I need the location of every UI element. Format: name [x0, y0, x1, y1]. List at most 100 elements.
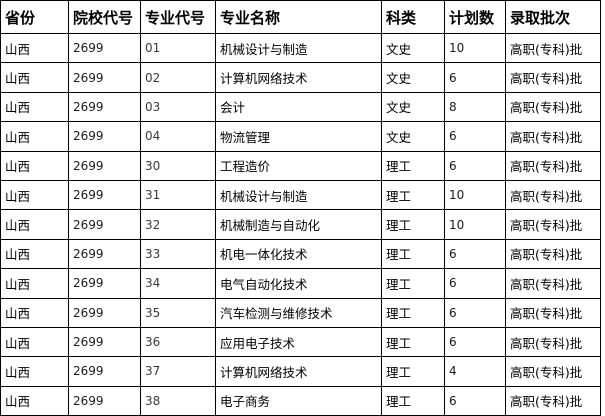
cell-plan-count: 6 — [444, 238, 506, 270]
cell-batch: 高职(专科)批 — [505, 179, 601, 211]
cell-plan-count: 6 — [444, 268, 506, 299]
cell-major-name: 机电一体化技术 — [215, 238, 382, 270]
cell-major-name: 电子商务 — [215, 385, 382, 416]
table-row: 山西 2699 02 计算机网络技术 文史 6 高职(专科)批 — [0, 62, 601, 93]
table-row: 山西 2699 01 机械设计与制造 文史 10 高职(专科)批 — [0, 32, 601, 64]
cell-province: 山西 — [0, 150, 69, 181]
cell-batch: 高职(专科)批 — [505, 385, 601, 416]
cell-batch: 高职(专科)批 — [505, 238, 601, 270]
cell-school-code: 2699 — [68, 32, 141, 64]
cell-plan-count: 10 — [444, 209, 506, 240]
cell-school-code: 2699 — [68, 150, 141, 181]
cell-major-code: 38 — [140, 385, 216, 416]
cell-category: 文史 — [381, 91, 445, 123]
table-row: 山西 2699 04 物流管理 文史 6 高职(专科)批 — [0, 121, 601, 152]
cell-category: 文史 — [381, 32, 445, 64]
table-header: 省份 院校代号 专业代号 专业名称 科类 计划数 录取批次 — [0, 0, 601, 34]
cell-category: 理工 — [381, 150, 445, 181]
cell-category: 文史 — [381, 62, 445, 93]
cell-school-code: 2699 — [68, 356, 141, 387]
cell-school-code: 2699 — [68, 179, 141, 211]
cell-batch: 高职(专科)批 — [505, 32, 601, 64]
cell-batch: 高职(专科)批 — [505, 209, 601, 240]
table-row: 山西 2699 03 会计 文史 8 高职(专科)批 — [0, 91, 601, 123]
cell-category: 理工 — [381, 268, 445, 299]
table-row: 山西 2699 37 计算机网络技术 理工 4 高职(专科)批 — [0, 356, 601, 387]
cell-major-code: 02 — [140, 62, 216, 93]
cell-batch: 高职(专科)批 — [505, 297, 601, 328]
column-header-batch: 录取批次 — [505, 0, 601, 34]
cell-major-code: 32 — [140, 209, 216, 240]
cell-province: 山西 — [0, 326, 69, 358]
cell-major-code: 30 — [140, 150, 216, 181]
cell-batch: 高职(专科)批 — [505, 150, 601, 181]
cell-school-code: 2699 — [68, 91, 141, 123]
cell-plan-count: 6 — [444, 297, 506, 328]
cell-major-code: 34 — [140, 268, 216, 299]
cell-school-code: 2699 — [68, 326, 141, 358]
cell-batch: 高职(专科)批 — [505, 62, 601, 93]
column-header-province: 省份 — [0, 0, 69, 34]
cell-school-code: 2699 — [68, 121, 141, 152]
cell-plan-count: 6 — [444, 326, 506, 358]
cell-major-name: 计算机网络技术 — [215, 62, 382, 93]
cell-batch: 高职(专科)批 — [505, 121, 601, 152]
table-row: 山西 2699 34 电气自动化技术 理工 6 高职(专科)批 — [0, 268, 601, 299]
cell-province: 山西 — [0, 385, 69, 416]
cell-category: 理工 — [381, 326, 445, 358]
cell-plan-count: 6 — [444, 150, 506, 181]
cell-province: 山西 — [0, 238, 69, 270]
table-row: 山西 2699 35 汽车检测与维修技术 理工 6 高职(专科)批 — [0, 297, 601, 328]
cell-major-name: 机械设计与制造 — [215, 179, 382, 211]
column-header-plan-count: 计划数 — [444, 0, 506, 34]
column-header-category: 科类 — [381, 0, 445, 34]
cell-major-name: 汽车检测与维修技术 — [215, 297, 382, 328]
cell-category: 理工 — [381, 385, 445, 416]
cell-category: 理工 — [381, 297, 445, 328]
cell-plan-count: 4 — [444, 356, 506, 387]
table-body: 山西 2699 01 机械设计与制造 文史 10 高职(专科)批 山西 2699 02 计算机网络技… — [0, 32, 601, 416]
cell-batch: 高职(专科)批 — [505, 268, 601, 299]
cell-province: 山西 — [0, 62, 69, 93]
cell-plan-count: 6 — [444, 385, 506, 416]
table-row: 山西 2699 30 工程造价 理工 6 高职(专科)批 — [0, 150, 601, 181]
cell-plan-count: 6 — [444, 62, 506, 93]
cell-major-name: 物流管理 — [215, 121, 382, 152]
cell-school-code: 2699 — [68, 297, 141, 328]
table-row: 山西 2699 36 应用电子技术 理工 6 高职(专科)批 — [0, 326, 601, 358]
cell-batch: 高职(专科)批 — [505, 326, 601, 358]
cell-plan-count: 10 — [444, 32, 506, 64]
cell-school-code: 2699 — [68, 62, 141, 93]
cell-category: 文史 — [381, 121, 445, 152]
cell-plan-count: 6 — [444, 121, 506, 152]
cell-major-code: 33 — [140, 238, 216, 270]
cell-major-name: 电气自动化技术 — [215, 268, 382, 299]
table-row: 山西 2699 31 机械设计与制造 理工 10 高职(专科)批 — [0, 179, 601, 211]
cell-major-name: 机械设计与制造 — [215, 32, 382, 64]
cell-major-name: 会计 — [215, 91, 382, 123]
table-row: 山西 2699 33 机电一体化技术 理工 6 高职(专科)批 — [0, 238, 601, 270]
cell-major-name: 工程造价 — [215, 150, 382, 181]
cell-province: 山西 — [0, 179, 69, 211]
table-header-row: 省份 院校代号 专业代号 专业名称 科类 计划数 录取批次 — [0, 0, 601, 34]
cell-major-code: 37 — [140, 356, 216, 387]
cell-school-code: 2699 — [68, 209, 141, 240]
column-header-school-code: 院校代号 — [68, 0, 141, 34]
cell-major-code: 01 — [140, 32, 216, 64]
column-header-major-name: 专业名称 — [215, 0, 382, 34]
cell-major-name: 应用电子技术 — [215, 326, 382, 358]
cell-major-code: 03 — [140, 91, 216, 123]
cell-plan-count: 8 — [444, 91, 506, 123]
cell-province: 山西 — [0, 356, 69, 387]
cell-province: 山西 — [0, 91, 69, 123]
cell-school-code: 2699 — [68, 238, 141, 270]
cell-province: 山西 — [0, 121, 69, 152]
cell-province: 山西 — [0, 268, 69, 299]
cell-batch: 高职(专科)批 — [505, 356, 601, 387]
table-row: 山西 2699 32 机械制造与自动化 理工 10 高职(专科)批 — [0, 209, 601, 240]
cell-batch: 高职(专科)批 — [505, 91, 601, 123]
cell-category: 理工 — [381, 209, 445, 240]
cell-category: 理工 — [381, 179, 445, 211]
cell-school-code: 2699 — [68, 268, 141, 299]
